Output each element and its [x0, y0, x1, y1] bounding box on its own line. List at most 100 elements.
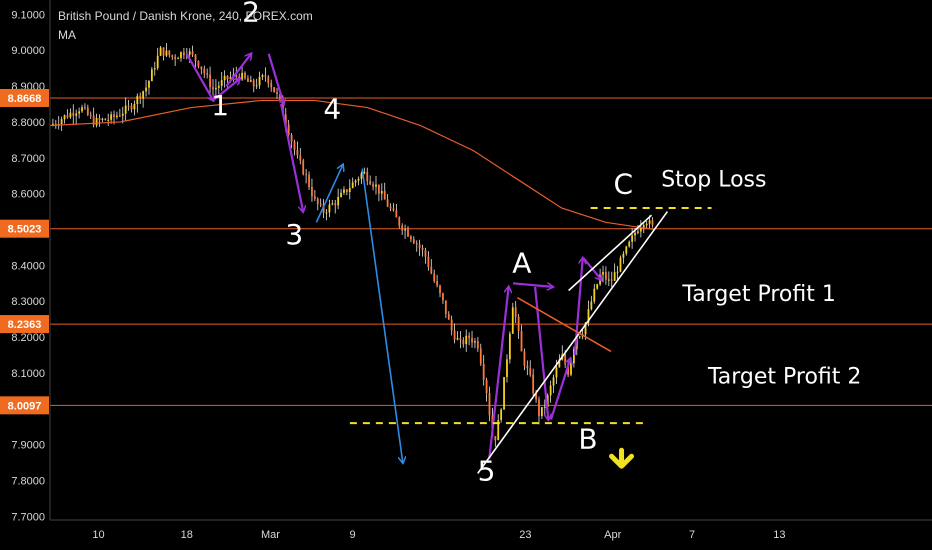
wave-arrow — [225, 54, 251, 87]
candle-body — [145, 87, 147, 92]
wave-arrow — [185, 53, 213, 101]
candle-body — [392, 208, 395, 211]
candle-body — [200, 66, 203, 69]
candle-body — [424, 249, 427, 257]
candle-body — [377, 184, 380, 194]
candle-body — [130, 105, 133, 110]
candle-body — [506, 359, 508, 378]
annotation-label: Target Profit 2 — [707, 365, 861, 390]
candle-body — [337, 196, 340, 206]
price-badge-label: 8.5023 — [8, 224, 42, 236]
wave-arrow — [280, 103, 303, 212]
candle-body — [313, 196, 316, 199]
candle-body — [529, 368, 532, 375]
candle-body — [651, 220, 654, 226]
candle-body — [104, 118, 107, 121]
moving-average-line — [49, 99, 655, 231]
price-badge-label: 8.2363 — [8, 319, 42, 331]
candle-body — [442, 293, 444, 301]
candle-body — [602, 272, 604, 275]
y-tick-label: 8.7000 — [11, 153, 45, 165]
candle-body — [325, 212, 328, 214]
candle-body — [587, 309, 590, 323]
candle-body — [407, 229, 409, 237]
wave-label: B — [578, 422, 597, 455]
candle-body — [436, 281, 439, 286]
candle-body — [427, 256, 430, 267]
candle-body — [462, 339, 465, 345]
candle-body — [153, 68, 156, 70]
price-badge — [0, 219, 49, 238]
candle-body — [81, 107, 83, 112]
candle-body — [616, 271, 619, 273]
candle-body — [567, 364, 569, 375]
candle-body — [54, 123, 57, 125]
candle-body — [276, 92, 278, 94]
candle-body — [252, 80, 255, 87]
candle-body — [343, 189, 345, 193]
candle-body — [625, 246, 628, 254]
candle-body — [564, 354, 567, 365]
x-tick-label: 10 — [92, 529, 104, 541]
candle-body — [220, 80, 223, 86]
candle-body — [293, 141, 296, 150]
candle-body — [319, 203, 322, 205]
candle-body — [570, 363, 572, 375]
candle-body — [345, 189, 348, 193]
candle-body — [296, 149, 299, 156]
wave-arrow — [549, 359, 570, 420]
impulse-arrow — [315, 165, 342, 223]
candle-body — [86, 107, 89, 115]
candle-body — [302, 160, 305, 175]
candle-body — [89, 114, 92, 116]
price-badge-label: 8.0097 — [8, 400, 42, 412]
x-axis: 10 18 Mar 9 23 Apr 7 13 — [92, 529, 785, 541]
candle-body — [116, 115, 118, 117]
candle-body — [634, 232, 636, 236]
candle-body — [60, 119, 63, 124]
candle-body — [334, 203, 337, 206]
y-tick-label: 9.0000 — [11, 45, 45, 57]
wave-arrow — [512, 282, 553, 287]
candle-body — [264, 75, 267, 77]
candle-body — [360, 173, 363, 179]
candle-body — [139, 95, 142, 99]
candle-body — [267, 76, 270, 84]
candle-body — [206, 73, 209, 75]
candle-body — [383, 190, 386, 200]
candle-body — [223, 75, 226, 81]
candle-body — [188, 51, 191, 55]
candle-body — [127, 105, 130, 107]
candle-body — [479, 348, 482, 364]
y-tick-label: 8.2000 — [11, 332, 45, 344]
impulse-arrow — [361, 168, 403, 463]
candle-body — [523, 351, 526, 366]
price-badge — [0, 315, 49, 334]
candle-body — [101, 118, 104, 120]
candle-body — [538, 399, 540, 417]
x-tick-label: Mar — [261, 529, 280, 541]
candle-body — [118, 115, 121, 117]
candle-body — [532, 374, 535, 394]
wave-label: 2 — [242, 0, 260, 29]
candle-body — [578, 336, 581, 338]
candle-body — [485, 379, 488, 394]
candle-body — [494, 436, 497, 441]
wave-label: A — [512, 247, 531, 280]
candle-body — [619, 257, 622, 272]
indicator-label: MA — [58, 28, 76, 42]
candle-body — [284, 114, 287, 125]
candle-body — [503, 377, 505, 410]
candle-body — [500, 409, 503, 421]
candle-body — [75, 113, 78, 116]
candle-body — [235, 74, 238, 77]
candle-body — [605, 272, 607, 280]
x-tick-label: 9 — [349, 529, 355, 541]
candle-body — [593, 288, 596, 302]
candle-body — [517, 316, 520, 332]
candle-body — [453, 330, 456, 340]
candle-body — [558, 359, 561, 368]
candle-body — [447, 314, 450, 320]
candle-body — [348, 187, 351, 193]
